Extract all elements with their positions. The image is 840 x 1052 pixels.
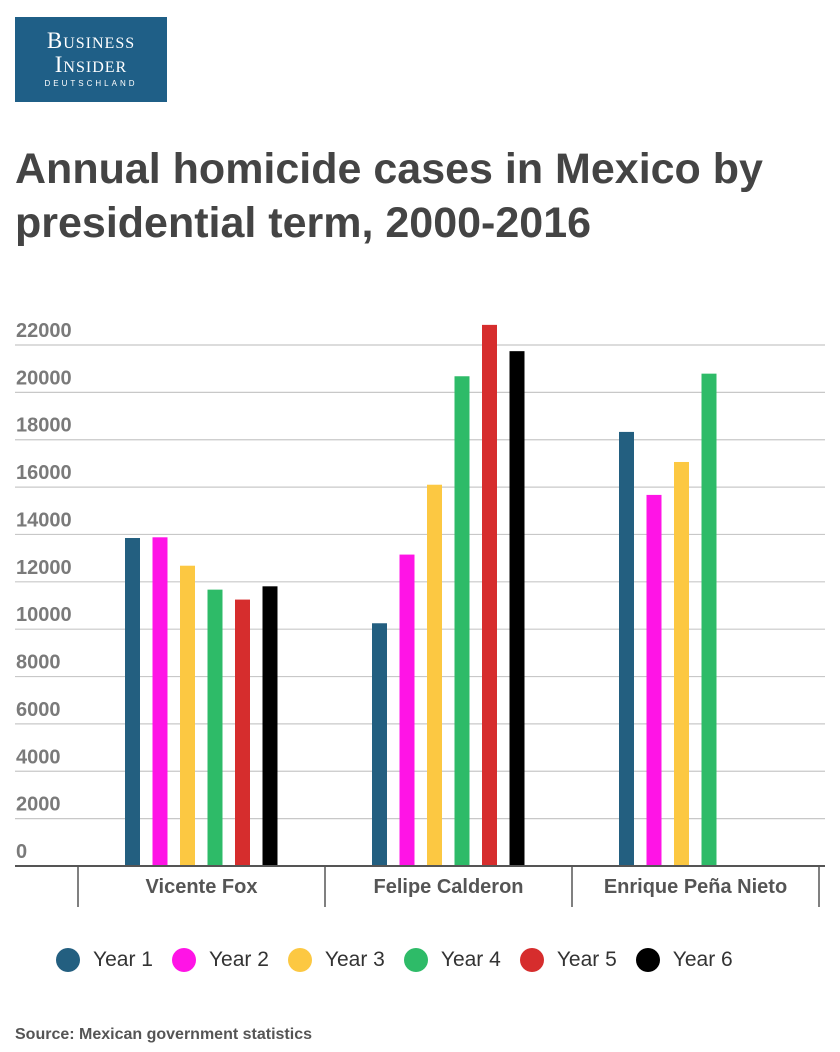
legend-item: Year 2	[171, 948, 269, 972]
legend-label: Year 4	[440, 948, 501, 971]
legend-item: Year 6	[635, 948, 733, 972]
y-tick-label: 12000	[16, 557, 72, 579]
legend-swatch	[519, 948, 544, 972]
chart-legend: Year 1 Year 2 Year 3 Year 4 Year 5 Year 6	[56, 948, 752, 972]
y-tick-label: 8000	[16, 652, 61, 674]
bar-year-1	[619, 431, 634, 866]
legend-item: Year 5	[519, 948, 617, 972]
bar-year-6	[509, 351, 525, 866]
bar-year-6	[262, 586, 278, 866]
bar-year-3	[674, 461, 689, 866]
bar-year-1	[125, 538, 140, 866]
y-tick-label: 4000	[16, 746, 61, 768]
y-tick-label: 14000	[16, 509, 72, 531]
bar-year-2	[399, 554, 415, 866]
bar-year-5	[235, 599, 250, 866]
legend-label: Year 6	[672, 948, 733, 971]
bar-year-3	[180, 565, 195, 866]
y-tick-label: 22000	[16, 320, 72, 342]
business-insider-logo: Business Insider DEUTSCHLAND	[15, 17, 167, 102]
bar-year-1	[372, 623, 387, 866]
bar-year-5	[482, 324, 497, 866]
y-tick-label: 16000	[16, 462, 72, 484]
legend-swatch	[171, 948, 196, 972]
logo-line-2: Insider	[54, 52, 128, 77]
bar-chart: 0 2000 4000 6000 8000 10000 12000 14000 16000 180…	[15, 320, 825, 907]
y-tick-label: 20000	[16, 367, 72, 389]
legend-swatch	[287, 948, 312, 972]
logo-line-1: Business	[46, 28, 136, 53]
x-category-label: Felipe Calderon	[373, 876, 523, 898]
source-note: Source: Mexican government statistics	[15, 1026, 312, 1043]
y-tick-label: 6000	[16, 699, 61, 721]
bar-year-2	[646, 494, 662, 866]
legend-label: Year 5	[556, 948, 617, 971]
y-tick-label: 2000	[16, 794, 61, 816]
y-tick-label: 0	[16, 841, 27, 863]
legend-label: Year 3	[324, 948, 385, 971]
bar-year-2	[152, 537, 168, 866]
legend-item: Year 1	[56, 948, 153, 972]
x-category-label: Vicente Fox	[146, 876, 258, 898]
x-category-label: Enrique Peña Nieto	[604, 876, 787, 898]
bar-year-4	[454, 376, 470, 866]
legend-swatch	[635, 948, 660, 972]
legend-item: Year 3	[287, 948, 385, 972]
bar-year-3	[427, 484, 442, 866]
bar-year-4	[207, 589, 223, 866]
bar-year-4	[701, 373, 717, 866]
y-tick-label: 18000	[16, 415, 72, 437]
legend-item: Year 4	[403, 948, 501, 972]
logo-line-3: DEUTSCHLAND	[44, 79, 138, 88]
legend-swatch	[56, 948, 80, 972]
legend-swatch	[403, 948, 428, 972]
y-tick-label: 10000	[16, 604, 72, 626]
legend-label: Year 2	[208, 948, 269, 971]
chart-title: Annual homicide cases in Mexico by presi…	[15, 145, 763, 247]
legend-label: Year 1	[93, 948, 153, 971]
